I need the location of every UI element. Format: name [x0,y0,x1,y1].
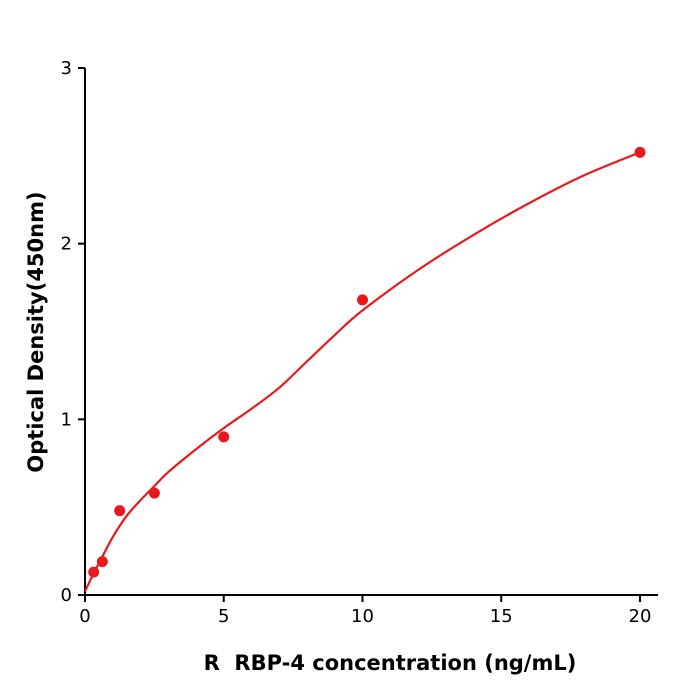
y-tick-label: 1 [61,409,72,430]
data-point [96,556,108,568]
fit-curve [84,151,641,592]
x-axis-label: R RBP-4 concentration (ng/mL) [204,651,577,675]
x-tick-label: 15 [490,606,513,627]
y-tick-label: 0 [61,585,72,606]
plot-area: 0 5 10 15 20 0 1 2 3 [61,58,658,627]
data-point [634,146,646,158]
x-tick-label: 0 [79,606,90,627]
x-tick-label: 20 [629,606,652,627]
data-point [148,487,160,499]
y-tick-label: 3 [61,58,72,79]
data-point [218,431,230,443]
x-tick-label: 10 [351,606,374,627]
data-point [357,294,368,306]
x-tick-label: 5 [218,606,229,627]
y-axis-label: Optical Density(450nm) [24,191,48,472]
y-tick-label: 2 [61,234,72,255]
data-point [114,505,126,517]
data-point [88,566,100,578]
